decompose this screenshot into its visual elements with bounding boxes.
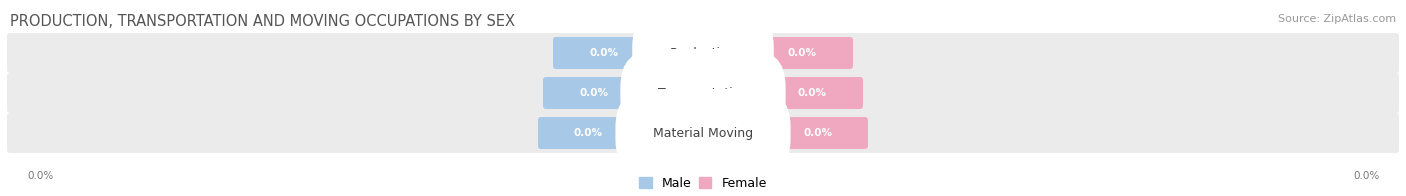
- FancyBboxPatch shape: [7, 73, 1399, 113]
- Text: 0.0%: 0.0%: [574, 128, 603, 138]
- FancyBboxPatch shape: [752, 37, 853, 69]
- FancyBboxPatch shape: [7, 33, 1399, 73]
- Text: 0.0%: 0.0%: [589, 48, 619, 58]
- Text: 0.0%: 0.0%: [803, 128, 832, 138]
- Text: 0.0%: 0.0%: [787, 48, 817, 58]
- FancyBboxPatch shape: [768, 117, 868, 149]
- Text: PRODUCTION, TRANSPORTATION AND MOVING OCCUPATIONS BY SEX: PRODUCTION, TRANSPORTATION AND MOVING OC…: [10, 14, 515, 29]
- Text: 0.0%: 0.0%: [1353, 171, 1379, 181]
- FancyBboxPatch shape: [7, 113, 1399, 153]
- Legend: Male, Female: Male, Female: [640, 177, 766, 190]
- Text: Production: Production: [669, 46, 737, 60]
- FancyBboxPatch shape: [553, 37, 654, 69]
- Text: 0.0%: 0.0%: [799, 88, 827, 98]
- FancyBboxPatch shape: [538, 117, 638, 149]
- Text: Material Moving: Material Moving: [652, 126, 754, 140]
- FancyBboxPatch shape: [543, 77, 644, 109]
- Text: Source: ZipAtlas.com: Source: ZipAtlas.com: [1278, 14, 1396, 24]
- Text: Transportation: Transportation: [658, 86, 748, 100]
- Text: 0.0%: 0.0%: [27, 171, 53, 181]
- Text: 0.0%: 0.0%: [579, 88, 607, 98]
- FancyBboxPatch shape: [762, 77, 863, 109]
